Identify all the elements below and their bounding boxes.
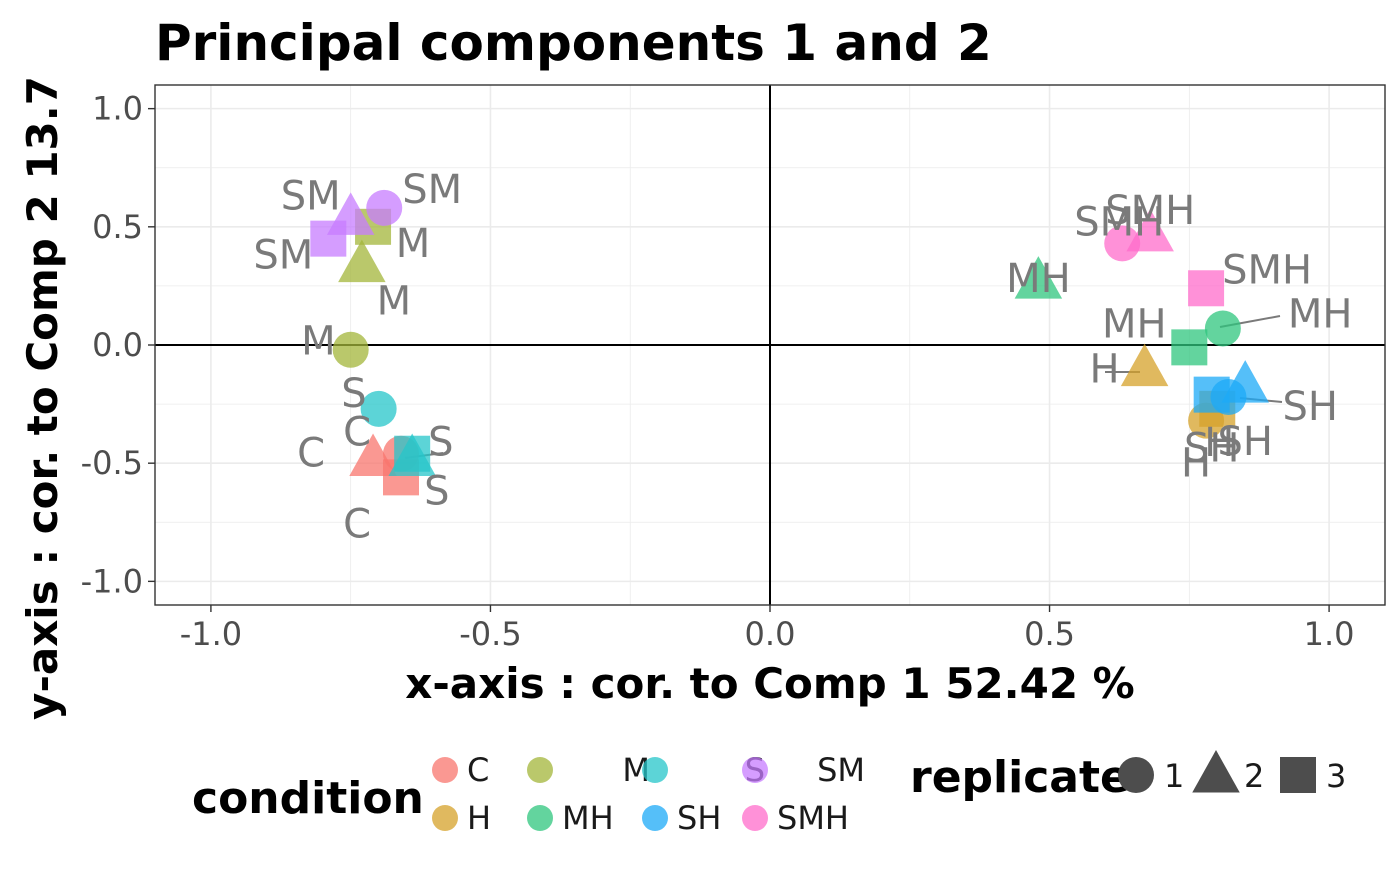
legend-key-sh: [642, 805, 668, 831]
legend-label-sh: SH: [677, 799, 721, 837]
data-point-sh-2: [1221, 360, 1269, 403]
data-point-smh-3: [1188, 270, 1225, 307]
point-label-h: H: [1204, 420, 1234, 466]
legend-label-replicate-1: 1: [1164, 757, 1184, 795]
point-label-sm: SM: [281, 173, 341, 219]
point-label-sm: SM: [253, 233, 313, 279]
point-label-s: S: [341, 371, 366, 417]
y-tick-label: 0.5: [92, 208, 143, 246]
point-label-s: S: [428, 420, 453, 466]
data-point-h-2: [1120, 343, 1169, 387]
legend-key-m: [527, 757, 553, 783]
legend-label-h: H: [467, 799, 491, 837]
data-point-smh-2: [1126, 208, 1174, 252]
data-point-mh-1: [1204, 310, 1241, 347]
point-label-s: S: [424, 468, 449, 514]
legend-key-replicate-3: [1280, 757, 1316, 793]
legend-key-s: [642, 757, 668, 783]
point-label-m: M: [396, 221, 431, 267]
x-axis-title: x-axis : cor. to Comp 1 52.42 %: [405, 659, 1135, 708]
legend-label-replicate-3: 3: [1326, 757, 1346, 795]
y-tick-label: -0.5: [81, 444, 143, 482]
data-point-s-3: [394, 435, 431, 472]
y-axis-title: y-axis : cor. to Comp 2 13.7: [18, 76, 67, 720]
y-tick-label: -1.0: [81, 562, 143, 600]
point-label-smh: SMH: [1105, 188, 1195, 234]
data-point-mh-2: [1014, 256, 1063, 299]
point-label-sm: SM: [402, 167, 462, 213]
data-point-sh-3: [1193, 376, 1230, 413]
point-label-m: M: [301, 319, 336, 365]
point-label-c: C: [343, 501, 371, 547]
point-label-h: H: [1090, 347, 1120, 393]
legend-label-c: C: [467, 751, 489, 789]
point-label-sh: SH: [1282, 384, 1337, 430]
x-tick-label: -0.5: [459, 615, 521, 653]
condition-legend: condition CMSSMHMHSHSMH: [192, 751, 865, 837]
data-point-m-1: [332, 331, 369, 368]
legend-key-smh: [742, 805, 768, 831]
chart-title: Principal components 1 and 2: [155, 14, 992, 72]
legend-label-smh: SMH: [777, 799, 849, 837]
data-point-smh-1: [1104, 225, 1141, 262]
data-point-sm-1: [366, 189, 403, 226]
point-label-mh: MH: [1288, 291, 1353, 337]
x-tick-label: 1.0: [1304, 615, 1355, 653]
legend-label-sm: SM: [817, 751, 865, 789]
point-label-mh: MH: [1102, 301, 1167, 347]
legend-label-replicate-2: 2: [1244, 757, 1264, 795]
point-label-m: M: [377, 279, 412, 325]
y-tick-label: 1.0: [92, 90, 143, 128]
legend-key-sm: [742, 757, 768, 783]
data-point-m-2: [338, 239, 386, 283]
y-axis-ticks: 1.0 0.5 0.0 -0.5 -1.0: [81, 90, 155, 600]
x-tick-label: -1.0: [180, 615, 242, 653]
x-tick-label: 0.5: [1024, 615, 1075, 653]
data-point-s-1: [360, 390, 397, 427]
data-point-mh-3: [1171, 329, 1208, 366]
point-label-smh: SMH: [1222, 247, 1312, 293]
legend-key-mh: [527, 805, 553, 831]
data-point-sm-3: [310, 220, 347, 257]
point-label-sh: SH: [1217, 419, 1272, 465]
replicate-legend: replicate 1 2 3: [910, 750, 1346, 803]
x-axis-ticks: -1.0 -0.5 0.0 0.5 1.0: [180, 605, 1355, 653]
legend-key-h: [432, 805, 458, 831]
legend-key-replicate-1: [1118, 757, 1154, 793]
legend-key-c: [432, 757, 458, 783]
point-label-c: C: [297, 430, 325, 476]
data-points: [310, 189, 1269, 496]
point-label-h: H: [1181, 441, 1211, 487]
replicate-legend-title: replicate: [910, 752, 1130, 803]
y-tick-label: 0.0: [92, 326, 143, 364]
point-label-sh: SH: [1184, 426, 1239, 472]
condition-legend-title: condition: [192, 773, 424, 824]
legend-key-replicate-2: [1192, 750, 1240, 793]
point-label-c: C: [343, 410, 371, 456]
point-label-smh: SMH: [1074, 199, 1164, 245]
x-tick-label: 0.0: [745, 615, 796, 653]
legend-label-mh: MH: [562, 799, 614, 837]
point-label-mh: MH: [1006, 256, 1071, 302]
